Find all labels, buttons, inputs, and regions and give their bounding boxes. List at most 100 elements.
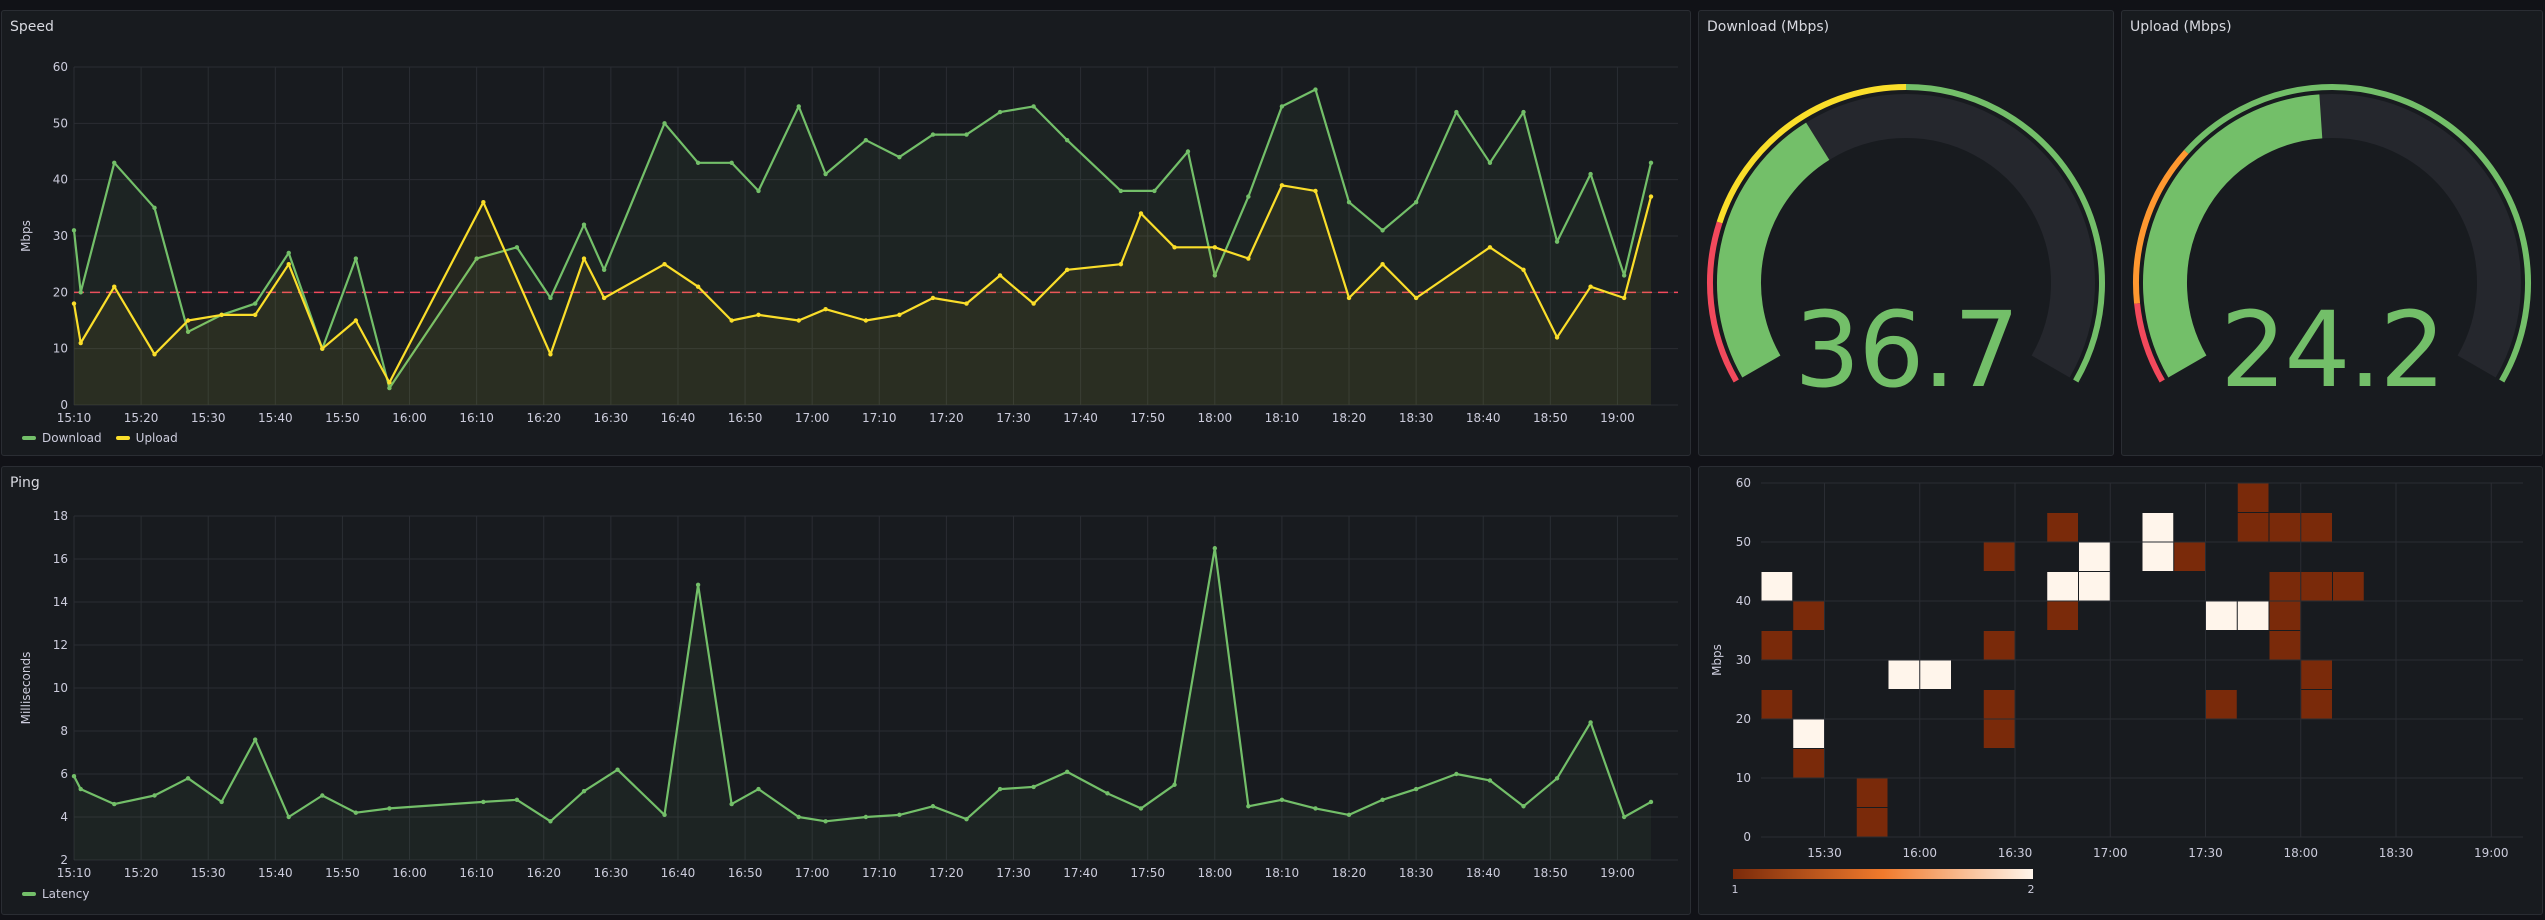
latency-point [930,804,936,809]
heatmap-cell [2047,601,2078,630]
heatmap-chart[interactable]: 0 10 20 30 40 50 60 15:30 16:00 16:30 17:00 17:30 18… [1699,467,2544,916]
legend-download-label: Download [42,431,102,445]
x-tick-label: 18:30 [1399,411,1434,425]
x-tick-label: 16:40 [661,411,696,425]
latency-point [112,801,117,807]
heatmap-cell [2079,572,2110,601]
latency-point [1212,546,1218,551]
speed-chart[interactable]: 0 10 20 30 40 50 60 15:10 15:20 15:30 15:40 15:50 16… [2,11,1692,457]
x-tick-label: 17:20 [929,411,964,425]
x-tick-label: 18:20 [1332,411,1367,425]
latency-point [1313,806,1318,811]
gauge-threshold-band [1905,84,2105,383]
x-tick-label: 16:10 [459,866,494,880]
heatmap-cell [2301,690,2332,719]
heatmap-cell [2301,660,2332,689]
upload-gauge-title[interactable]: Upload (Mbps) [2130,19,2232,35]
latency-point [514,797,520,802]
x-tick-label: 16:30 [594,866,629,880]
latency-point [1521,804,1526,809]
latency-point [1105,791,1110,796]
download-point [1064,138,1070,143]
heatmap-y-tick-label: 0 [1743,830,1751,844]
download-point [474,256,479,261]
upload-point [581,256,587,261]
heatmap-cell [1761,631,1793,660]
latency-point [662,812,667,818]
download-point [112,160,117,165]
legend-latency[interactable]: Latency [22,887,89,901]
x-tick-label: 18:10 [1265,866,1300,880]
upload-gauge-panel: Upload (Mbps) 24.2 [2121,10,2543,456]
x-tick-label: 15:50 [325,411,360,425]
x-tick-label: 16:40 [661,866,696,880]
latency-point [897,812,902,818]
heatmap-cell [2142,513,2174,542]
heatmap-cell [2079,542,2110,571]
heatmap-cell [2047,513,2078,542]
heatmap-cell [1761,690,1793,719]
y-axis-label: Mbps [19,220,33,252]
legend-upload[interactable]: Upload [115,431,178,445]
y-tick-label: 18 [53,509,68,523]
upload-point [78,340,83,346]
speed-panel-title[interactable]: Speed [10,19,54,35]
latency-point [548,819,553,824]
download-point [1554,239,1560,244]
legend-download[interactable]: Download [22,431,102,445]
heatmap-x-tick-label: 15:30 [1807,846,1842,860]
upload-point [1413,295,1419,301]
download-area [74,89,1651,405]
heatmap-cell [1888,660,1920,689]
heatmap-cell [2237,483,2269,512]
x-tick-label: 19:00 [1600,411,1635,425]
upload-point [897,312,902,318]
x-tick-label: 17:10 [862,411,897,425]
ping-chart[interactable]: 2 4 6 8 10 12 14 16 18 15:10 15:20 15:30 15:40 15:50 1… [2,467,1692,916]
latency-point [1413,786,1419,792]
gauge-value-arc [1717,122,1830,378]
download-point [1454,109,1459,115]
x-tick-label: 18:50 [1533,411,1568,425]
download-point [695,160,701,165]
download-point [823,171,828,177]
download-point [581,222,587,227]
upload-point [1588,284,1593,289]
download-point [387,385,392,391]
latency-point [387,806,392,811]
x-tick-label: 16:10 [459,411,494,425]
latency-point [1648,799,1654,805]
heatmap-x-tick-label: 16:30 [1998,846,2033,860]
legend-download-swatch [22,436,36,440]
upload-point [112,284,117,289]
download-point [185,329,191,334]
y-tick-label: 10 [53,342,68,356]
latency-point [252,737,258,742]
x-tick-label: 17:10 [862,866,897,880]
download-gauge-panel: Download (Mbps) 36.7 [1698,10,2114,456]
download-point [756,188,761,194]
heatmap-cell [1793,719,1824,748]
latency-point [1031,784,1036,790]
download-point [548,295,553,301]
download-point [1648,160,1654,165]
upload-point [71,301,77,306]
heatmap-cell [2269,572,2301,601]
download-point [997,109,1003,115]
x-tick-label: 19:00 [1600,866,1635,880]
download-point [1246,194,1251,199]
y-tick-label: 14 [53,595,68,609]
x-tick-label: 17:30 [996,411,1031,425]
heatmap-y-tick-label: 40 [1736,594,1751,608]
upload-point [1172,245,1177,250]
latency-point [729,801,734,807]
heatmap-cell [1983,542,2015,571]
upload-point [1487,245,1493,250]
download-point [1487,160,1493,165]
latency-point [997,786,1003,792]
download-gauge-title[interactable]: Download (Mbps) [1707,19,1830,35]
ping-panel-title[interactable]: Ping [10,475,40,491]
x-tick-label: 15:20 [124,866,159,880]
latency-point [71,773,77,779]
download-line [72,88,1653,390]
